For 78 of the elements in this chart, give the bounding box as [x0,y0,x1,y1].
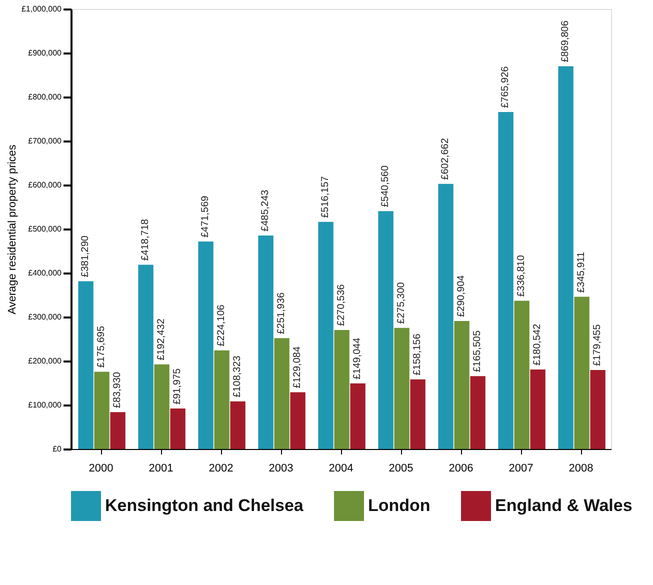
legend-label: England & Wales [495,496,632,515]
data-label: £149,044 [352,337,363,380]
data-label: £270,536 [336,284,347,326]
x-tick-label: 2004 [328,462,354,474]
y-tick-label: £600,000 [28,180,62,190]
bar [514,300,530,449]
bar [138,264,154,449]
bar [454,321,470,449]
x-tick-label: 2002 [208,462,234,474]
bar [230,401,246,449]
data-label: £180,542 [532,323,543,366]
y-tick-label: £1,000,000 [21,4,62,14]
y-tick-label: £500,000 [28,224,62,234]
data-label: £129,084 [292,346,303,388]
data-label: £381,290 [80,235,91,278]
y-tick-label: £700,000 [28,136,62,146]
bar [498,112,514,449]
bar [94,372,110,449]
data-label: £602,662 [440,138,451,180]
x-tick-label: 2000 [88,462,114,474]
data-label: £179,455 [592,324,603,366]
x-tick-label: 2006 [448,462,474,474]
data-label: £765,926 [500,66,511,108]
bar [470,376,486,449]
bar [334,330,350,449]
bar [290,392,306,449]
bar [438,184,454,449]
bar [574,296,590,449]
data-label: £345,911 [576,251,587,293]
bar [258,235,274,449]
y-tick-label: £100,000 [28,400,62,410]
y-tick-label: £200,000 [28,356,62,366]
y-tick-label: £0 [52,444,62,454]
bar [558,66,574,449]
x-tick-label: 2007 [508,462,534,474]
data-label: £251,936 [276,292,287,334]
data-label: £418,718 [140,218,151,261]
data-label: £83,930 [112,371,123,408]
data-label: £471,569 [200,195,211,238]
x-tick-label: 2001 [148,462,174,474]
y-tick-label: £300,000 [28,312,62,322]
bar [154,364,170,449]
y-tick-label: £400,000 [28,268,62,278]
legend-label: Kensington and Chelsea [105,496,304,515]
bar [198,242,214,449]
bar [394,328,410,449]
data-label: £108,323 [232,355,243,398]
data-label: £165,505 [472,330,483,372]
bar [590,370,606,449]
bar [110,412,126,449]
data-label: £336,810 [516,254,527,297]
y-axis-title: Average residential property prices [6,144,18,314]
data-label: £224,106 [216,304,227,346]
x-tick-label: 2008 [568,462,594,474]
legend-label: London [368,496,430,515]
x-tick-label: 2005 [388,462,414,474]
bar [78,281,94,449]
data-label: £485,243 [260,189,271,232]
data-label: £290,904 [456,274,467,317]
bar [378,211,394,449]
y-tick-label: £800,000 [28,92,62,102]
x-tick-label: 2003 [268,462,294,474]
data-label: £516,157 [320,176,331,218]
data-label: £91,975 [172,368,183,405]
data-label: £192,432 [156,318,167,360]
y-tick-label: £900,000 [28,48,62,58]
bar [170,408,186,449]
bar [350,383,366,449]
bar [274,338,290,449]
data-label: £869,806 [560,20,571,62]
bar [410,379,426,449]
data-label: £175,695 [96,326,107,368]
data-label: £540,560 [380,165,391,208]
data-label: £158,156 [412,333,423,376]
bar [318,222,334,449]
bar [214,350,230,449]
bar [530,370,546,449]
data-label: £275,300 [396,282,407,324]
